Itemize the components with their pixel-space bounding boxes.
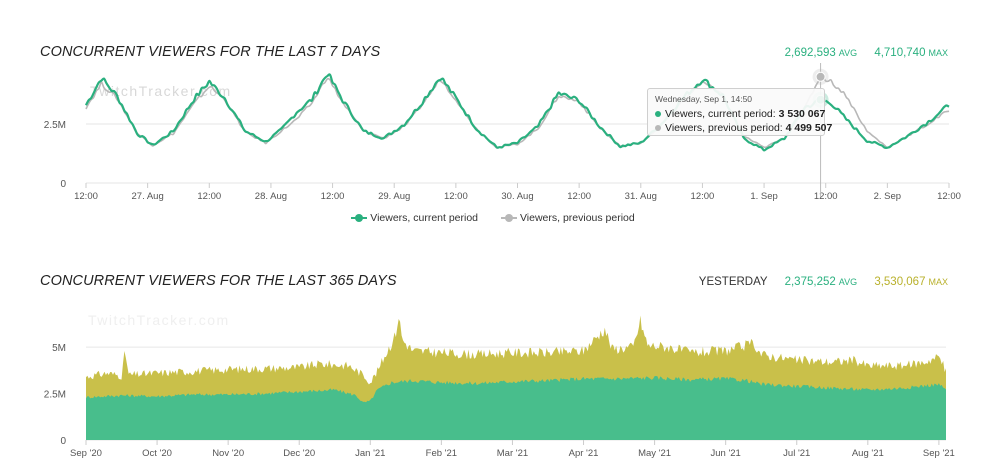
- top-x-tick-label: 1. Sep: [750, 191, 777, 202]
- top-y-tick-label: 2.5M: [44, 120, 66, 131]
- tooltip-row-previous: Viewers, previous period: 4 499 507: [655, 121, 832, 135]
- top-max-stat: 4,710,740 MAX: [874, 47, 948, 59]
- legend-item-current[interactable]: Viewers, current period: [351, 212, 478, 224]
- top-chart-title: CONCURRENT VIEWERS FOR THE LAST 7 DAYS: [40, 44, 381, 60]
- bottom-avg-stat: 2,375,252 AVG: [784, 276, 858, 288]
- bottom-y-tick-label: 5M: [52, 343, 66, 354]
- area-avg-viewers[interactable]: [86, 376, 946, 440]
- bottom-x-tick-label: Feb '21: [426, 448, 457, 459]
- bottom-area-chart[interactable]: TwitchTracker.com 0 2.5M 5M Sep '20 Oct '20…: [0, 296, 986, 476]
- top-x-tick-label: 30. Aug: [501, 191, 533, 202]
- top-x-tick-label: 12:00: [937, 191, 961, 202]
- top-line-chart[interactable]: TwitchTracker.com 02.5M 12:00 27. Aug 12:0…: [0, 0, 986, 210]
- bottom-x-tick-label: Oct '20: [142, 448, 172, 459]
- bottom-x-tick-label: Jan '21: [355, 448, 385, 459]
- hover-point-previous[interactable]: [815, 71, 826, 82]
- top-x-tick-label: 12:00: [567, 191, 591, 202]
- bottom-x-tick-label: Dec '20: [283, 448, 315, 459]
- top-x-tick-label: 28. Aug: [255, 191, 287, 202]
- top-x-tick-label: 27. Aug: [132, 191, 164, 202]
- tooltip-title: Wednesday, Sep 1, 14:50: [655, 94, 753, 104]
- yesterday-label: YESTERDAY: [698, 276, 768, 288]
- bottom-watermark: TwitchTracker.com: [88, 312, 230, 328]
- legend-current-marker: [351, 214, 368, 223]
- top-legend: Viewers, current period Viewers, previou…: [0, 212, 986, 224]
- bottom-x-tick-label: Sep '20: [70, 448, 102, 459]
- top-x-tick-label: 31. Aug: [625, 191, 657, 202]
- bottom-x-tick-label: Aug '21: [852, 448, 884, 459]
- bottom-x-tick-label: Apr '21: [569, 448, 599, 459]
- bottom-x-tick-label: Mar '21: [497, 448, 528, 459]
- tooltip-row-current: Viewers, current period: 3 530 067: [655, 107, 825, 121]
- top-avg-stat: 2,692,593 AVG: [784, 47, 858, 59]
- top-y-tick-label: 0: [60, 179, 66, 190]
- top-x-tick-label: 12:00: [444, 191, 468, 202]
- top-stats: 2,692,593 AVG 4,710,740 MAX: [771, 47, 948, 59]
- top-x-tick-label: 12:00: [814, 191, 838, 202]
- legend-item-previous[interactable]: Viewers, previous period: [500, 212, 635, 224]
- bottom-y-tick-label: 0: [60, 436, 66, 447]
- bottom-chart-title: CONCURRENT VIEWERS FOR THE LAST 365 DAYS: [40, 273, 397, 289]
- top-x-tick-label: 12:00: [197, 191, 221, 202]
- bottom-stats: YESTERDAY 2,375,252 AVG 3,530,067 MAX: [685, 276, 948, 288]
- bottom-y-tick-label: 2.5M: [44, 390, 66, 401]
- top-x-tick-label: 12:00: [74, 191, 98, 202]
- legend-previous-marker: [500, 214, 517, 223]
- top-x-tick-label: 2. Sep: [874, 191, 901, 202]
- bottom-max-stat: 3,530,067 MAX: [874, 276, 948, 288]
- bottom-x-tick-label: May '21: [638, 448, 671, 459]
- top-x-tick-label: 29. Aug: [378, 191, 410, 202]
- bottom-x-tick-label: Nov '20: [212, 448, 244, 459]
- chart-tooltip: Wednesday, Sep 1, 14:50 Viewers, current…: [647, 88, 832, 136]
- top-x-tick-label: 12:00: [321, 191, 345, 202]
- bottom-x-tick-label: Jun '21: [710, 448, 740, 459]
- top-x-tick-label: 12:00: [691, 191, 715, 202]
- bottom-x-tick-label: Sep '21: [923, 448, 955, 459]
- bottom-x-tick-label: Jul '21: [783, 448, 810, 459]
